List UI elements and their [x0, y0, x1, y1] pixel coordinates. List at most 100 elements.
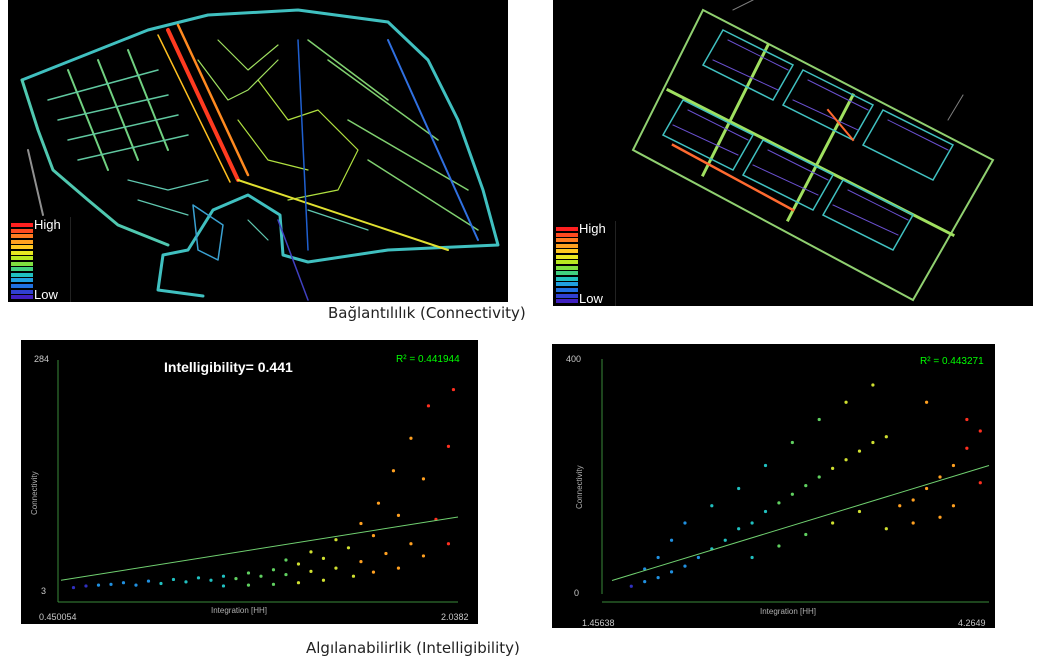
scatter-point	[683, 521, 687, 525]
scatter-point	[284, 558, 288, 562]
scatter-point	[844, 458, 848, 462]
legend-swatch-1	[11, 228, 33, 233]
scatter-point	[121, 581, 126, 585]
legend-swatch-0	[11, 223, 33, 227]
scatter-point	[817, 475, 821, 479]
x-tick-min: 1.45638	[582, 618, 615, 628]
scatter-point	[750, 555, 754, 560]
scatter-point	[334, 538, 338, 542]
scatter-point	[696, 555, 700, 560]
scatter-point	[309, 550, 313, 554]
scatter-point	[777, 544, 781, 548]
scatter-point	[446, 444, 451, 448]
scatter-point	[938, 475, 942, 479]
y-axis-title: Connectivity	[575, 465, 584, 509]
legend-swatch-7	[11, 261, 33, 266]
scatter-point	[844, 400, 848, 404]
scatter-point	[831, 466, 835, 470]
scatter-point	[296, 562, 301, 566]
x-axis-title: Integration [HH]	[760, 607, 816, 616]
scatter-point	[710, 504, 714, 508]
scatter-point	[951, 463, 956, 468]
scatter-point	[804, 532, 808, 537]
scatter-point	[790, 492, 794, 496]
scatter-point	[184, 580, 188, 584]
scatter-point	[259, 574, 263, 578]
legend-swatch-10	[556, 282, 578, 287]
scatter-point	[359, 560, 363, 564]
scatter-point	[669, 570, 674, 574]
x-axis-title: Integration [HH]	[211, 606, 267, 615]
scatter-point	[221, 574, 226, 578]
scatter-point	[284, 572, 288, 577]
legend-high-label: High	[579, 221, 606, 236]
scatter-point	[134, 583, 138, 587]
scatter-point	[790, 440, 794, 445]
scatter-point	[804, 484, 808, 488]
scatter-point	[750, 521, 754, 525]
legend-swatch-1	[556, 232, 578, 237]
intelligibility-scatter-right: 400 0 1.45638 4.2649 Integration [HH] Co…	[552, 344, 995, 628]
scatter-point	[409, 542, 413, 546]
scatter-point	[451, 387, 456, 392]
scatter-point	[871, 383, 875, 387]
legend-swatch-13	[11, 295, 33, 300]
r-squared-label: R² = 0.443271	[920, 356, 984, 367]
intelligibility-title: Intelligibility= 0.441	[164, 359, 293, 375]
scatter-point	[421, 554, 426, 558]
scatter-point	[321, 556, 326, 560]
scatter-point	[924, 486, 929, 491]
scatter-point	[737, 486, 741, 491]
scatter-point	[146, 579, 151, 583]
connectivity-legend: High Low	[8, 217, 71, 302]
scatter-point	[723, 538, 727, 542]
scatter-point	[396, 566, 401, 570]
scatter-point	[898, 504, 902, 508]
y-tick-max: 400	[566, 354, 581, 364]
trend-line	[611, 465, 990, 581]
legend-swatch-9	[11, 272, 33, 277]
y-tick-max: 284	[34, 354, 49, 364]
legend-swatch-3	[556, 243, 578, 248]
scatter-point	[346, 546, 351, 550]
organic-settlement-map-drawing	[20, 8, 500, 301]
legend-swatch-2	[556, 238, 578, 243]
scatter-point	[777, 501, 781, 505]
scatter-point	[296, 581, 301, 585]
scatter-point	[246, 583, 251, 587]
x-tick-max: 4.2649	[958, 618, 986, 628]
scatter-point	[656, 576, 660, 580]
scatter-point	[159, 581, 163, 586]
scatter-plot-right: 400 0 1.45638 4.2649 Integration [HH] Co…	[566, 354, 990, 628]
y-tick-min: 3	[41, 586, 46, 596]
scatter-point	[246, 571, 251, 575]
scatter-point	[426, 404, 431, 408]
scatter-point	[421, 477, 426, 481]
legend-swatch-4	[556, 249, 578, 254]
legend-swatch-7	[556, 265, 578, 270]
scatter-point	[763, 463, 768, 468]
legend-low-label: Low	[34, 287, 58, 302]
scatter-point	[656, 555, 660, 560]
connectivity-legend-right: High Low	[553, 221, 616, 306]
legend-color-scale	[556, 227, 578, 304]
scatter-point	[884, 435, 888, 439]
scatter-point	[938, 515, 942, 519]
legend-color-scale	[11, 223, 33, 300]
scatter-point	[271, 582, 276, 586]
scatter-point	[911, 521, 915, 525]
scatter-point	[376, 501, 381, 505]
scatter-point	[978, 481, 982, 485]
scatter-point	[309, 569, 313, 573]
scatter-point	[446, 542, 451, 546]
legend-swatch-6	[556, 260, 578, 265]
legend-swatch-9	[556, 276, 578, 281]
scatter-point	[683, 564, 687, 568]
scatter-point	[84, 584, 88, 588]
scatter-point	[371, 534, 376, 538]
organic-settlement-map: High Low	[8, 0, 508, 302]
scatter-point	[221, 584, 226, 588]
legend-swatch-8	[11, 267, 33, 272]
scatter-point	[321, 578, 326, 582]
scatter-point	[669, 538, 674, 542]
